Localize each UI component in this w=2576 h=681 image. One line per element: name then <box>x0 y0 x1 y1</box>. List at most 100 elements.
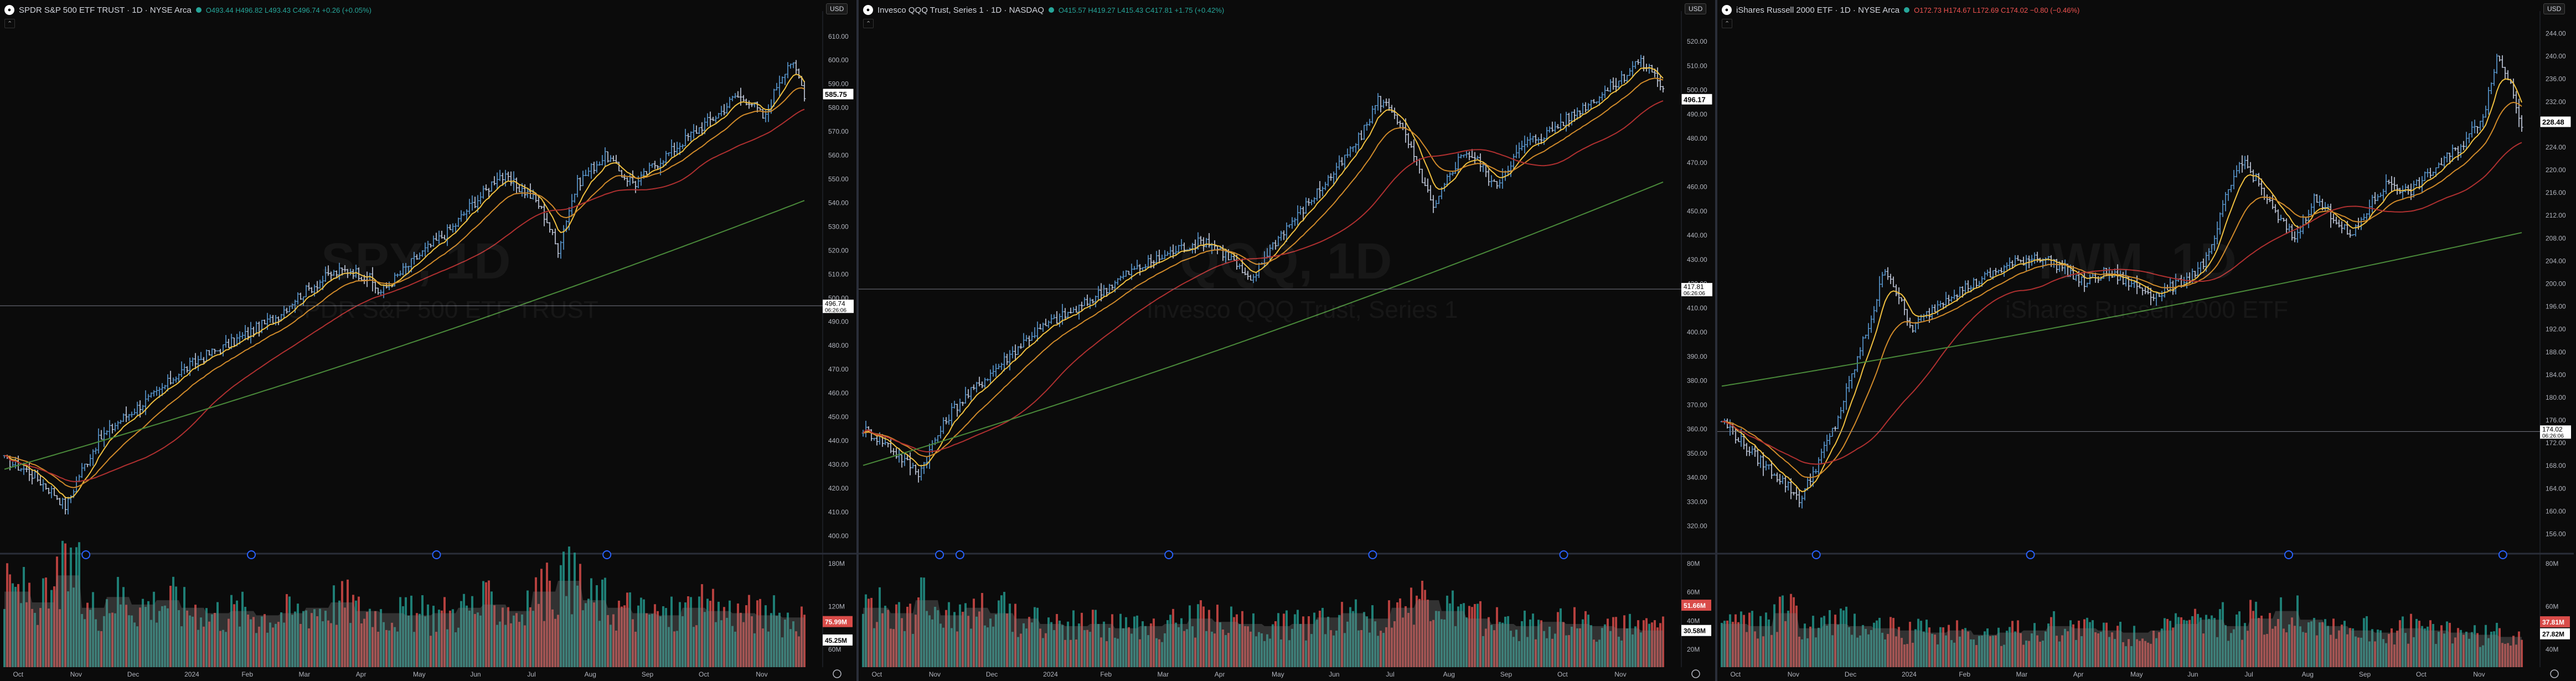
ma-200-line[interactable] <box>4 200 805 470</box>
volume-bar <box>1418 599 1421 667</box>
settings-gear-icon[interactable] <box>1691 669 1700 678</box>
volume-bar <box>2371 629 2373 667</box>
qqq-chart-panel[interactable]: 520.00 510.00 500.00 490.00 480.00 470.00 460.… <box>859 0 1717 681</box>
volume-bar <box>316 616 318 667</box>
volume-bar <box>2211 615 2213 667</box>
chart-svg[interactable]: 244.00240.00236.00232.00228.00224.00220.… <box>1717 0 2574 681</box>
volume-bar <box>2006 631 2008 667</box>
collapse-indicators-button[interactable]: ⌃ <box>1722 19 1733 28</box>
currency-button[interactable]: USD <box>2543 3 2565 14</box>
spdr-logo-icon[interactable]: ● <box>4 5 14 15</box>
ma-50-line[interactable] <box>1721 142 2522 465</box>
chart-svg[interactable]: 520.00 510.00 500.00 490.00 480.00 470.00 460.… <box>859 0 1715 681</box>
event-marker-icon[interactable] <box>1368 550 1377 559</box>
volume-bar <box>2105 622 2108 667</box>
volume-bar <box>1357 630 1360 667</box>
volume-bar <box>1984 631 1986 667</box>
volume-bar <box>37 625 39 667</box>
event-marker-icon[interactable] <box>2284 550 2294 559</box>
volume-bar <box>297 603 299 667</box>
event-marker-icon[interactable] <box>81 550 91 559</box>
ema-mid-line[interactable] <box>1721 101 2522 478</box>
chart-svg[interactable]: 610.00 600.00 590.00 580.00 570.00 560.00 550.… <box>0 0 856 681</box>
ema-mid-line[interactable] <box>863 78 1664 457</box>
price-tick-label: 470.00 <box>828 365 849 373</box>
volume-bar <box>623 605 626 667</box>
volume-bar <box>1474 603 1476 667</box>
volume-bar <box>1380 631 1382 667</box>
volume-bar <box>1327 616 1329 667</box>
event-marker-icon[interactable] <box>246 550 256 559</box>
volume-tick-label: 60M <box>1687 589 1700 596</box>
volume-bar <box>208 621 210 667</box>
price-tick-label: 440.00 <box>1687 231 1707 239</box>
event-marker-icon[interactable] <box>2498 550 2507 559</box>
event-marker-icon[interactable] <box>1164 550 1174 559</box>
volume-bar <box>1391 627 1393 667</box>
settings-gear-icon[interactable] <box>2550 669 2559 678</box>
ma-200-line[interactable] <box>1721 232 2522 387</box>
volume-bar <box>2388 633 2390 667</box>
volume-bar <box>338 600 340 667</box>
volume-bar <box>385 630 388 667</box>
volume-bar <box>2172 627 2174 667</box>
event-marker-icon[interactable] <box>2026 550 2035 559</box>
currency-button[interactable]: USD <box>1685 3 1707 14</box>
symbol-name[interactable]: Invesco QQQ Trust, Series 1 · 1D · NASDA… <box>877 5 1044 15</box>
volume-bar <box>125 605 127 667</box>
volume-bar <box>978 611 980 667</box>
settings-gear-icon[interactable] <box>833 669 842 678</box>
volume-bar <box>2404 633 2407 667</box>
volume-bar <box>97 631 100 667</box>
price-tick-label: 350.00 <box>1687 450 1707 457</box>
volume-bar <box>870 597 873 667</box>
event-marker-icon[interactable] <box>432 550 441 559</box>
ma-50-line[interactable] <box>4 109 805 482</box>
volume-bar <box>1609 631 1612 667</box>
event-marker-icon[interactable] <box>1811 550 1821 559</box>
volume-bar <box>457 627 460 667</box>
ema-fast-line[interactable] <box>4 74 805 499</box>
currency-button[interactable]: USD <box>826 3 848 14</box>
symbol-name[interactable]: SPDR S&P 500 ETF TRUST · 1D · NYSE Arca <box>19 5 192 15</box>
event-marker-icon[interactable] <box>602 550 612 559</box>
ma-50-line[interactable] <box>863 100 1664 453</box>
volume-bar <box>984 625 986 667</box>
ma-200-line[interactable] <box>863 181 1664 466</box>
volume-bar <box>452 609 454 667</box>
ishares-logo-icon[interactable]: ● <box>1722 5 1732 15</box>
iwm-chart-panel[interactable]: 244.00240.00236.00232.00228.00224.00220.… <box>1717 0 2576 681</box>
volume-bar <box>1524 610 1526 667</box>
volume-bar <box>1352 611 1354 667</box>
ema-fast-line[interactable] <box>863 67 1664 467</box>
ema-fast-line[interactable] <box>1721 78 2522 493</box>
volume-bar <box>1056 613 1058 667</box>
ema-mid-line[interactable] <box>4 87 805 488</box>
volume-bar <box>1214 633 1216 667</box>
volume-bar <box>1845 606 1847 667</box>
collapse-indicators-button[interactable]: ⌃ <box>4 19 16 28</box>
ohlc-values: O172.73 H174.67 L172.69 C174.02 −0.80 (−… <box>1914 6 2080 14</box>
volume-bar <box>2418 621 2420 667</box>
price-tick-label: 450.00 <box>1687 207 1707 215</box>
volume-bar <box>920 577 922 667</box>
invesco-logo-icon[interactable]: ● <box>863 5 873 15</box>
volume-bar <box>1740 611 1742 667</box>
time-tick-label: Oct <box>1730 670 1741 678</box>
event-marker-icon[interactable] <box>955 550 964 559</box>
collapse-indicators-button[interactable]: ⌃ <box>863 19 874 28</box>
volume-bar <box>178 610 180 667</box>
volume-bar <box>1865 628 1867 667</box>
volume-bar <box>1092 610 1094 667</box>
spy-chart-panel[interactable]: 610.00 600.00 590.00 580.00 570.00 560.00 550.… <box>0 0 859 681</box>
event-marker-icon[interactable] <box>1559 550 1568 559</box>
watermark-ticker: IWM, 1D <box>2038 233 2237 290</box>
volume-bar <box>25 602 28 667</box>
symbol-name[interactable]: iShares Russell 2000 ETF · 1D · NYSE Arc… <box>1736 5 1900 15</box>
volume-bar <box>2327 626 2329 667</box>
volume-bar <box>1801 639 1803 667</box>
volume-bar <box>1934 634 1936 667</box>
volume-bar <box>1233 617 1235 667</box>
volume-bar <box>637 605 639 667</box>
event-marker-icon[interactable] <box>935 550 944 559</box>
